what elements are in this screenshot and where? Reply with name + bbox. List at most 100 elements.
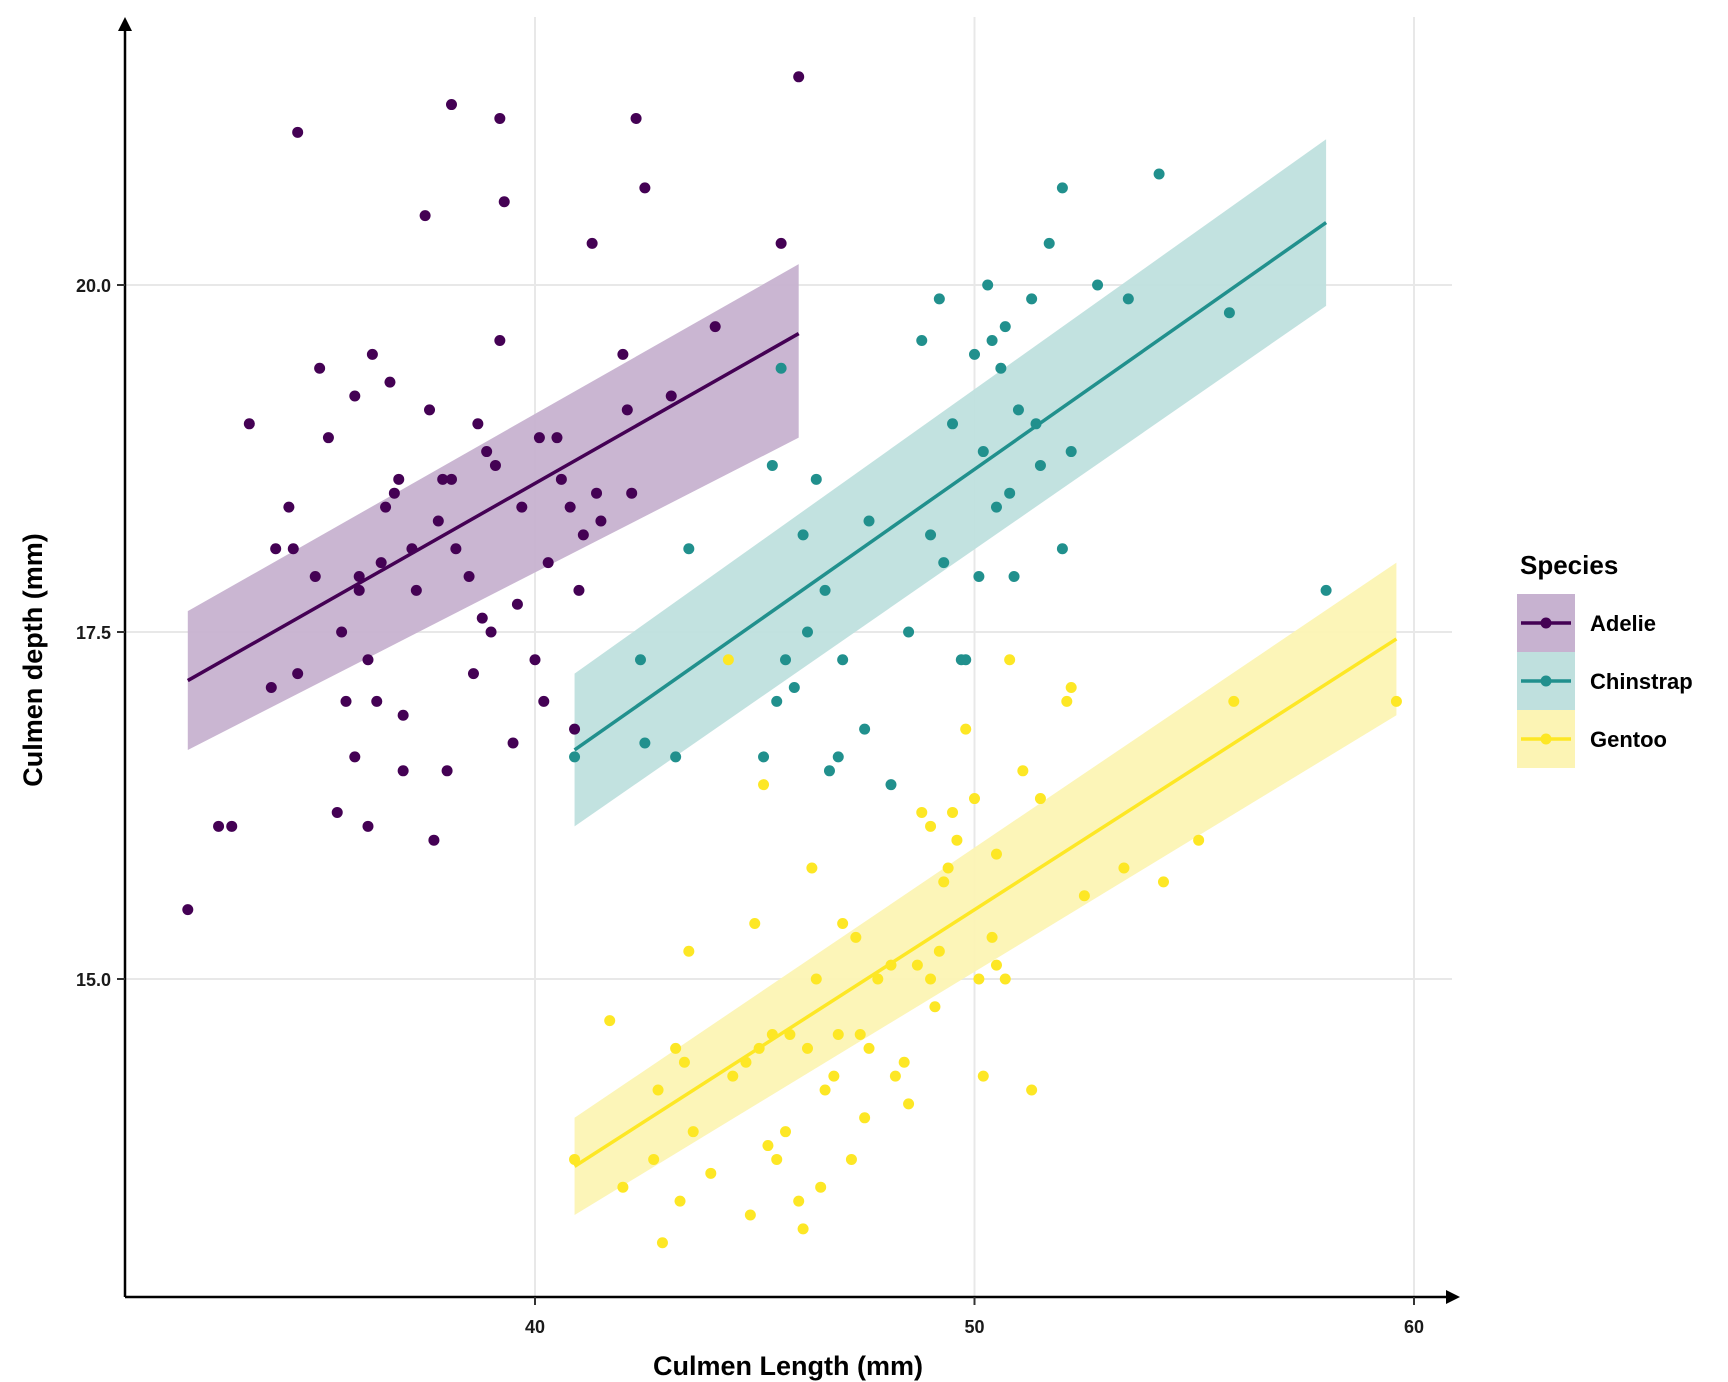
gentoo-point xyxy=(656,1237,668,1249)
chinstrap-point xyxy=(634,654,646,666)
adelie-point xyxy=(542,557,554,569)
chinstrap-point xyxy=(819,584,831,596)
gentoo-point xyxy=(810,973,822,985)
adelie-point xyxy=(243,418,255,430)
chinstrap-point xyxy=(859,723,871,735)
y-tick-label: 20.0 xyxy=(76,276,111,296)
chinstrap-point xyxy=(1223,307,1235,319)
adelie-point xyxy=(595,515,607,527)
data-points xyxy=(182,71,1402,1249)
adelie-point xyxy=(441,765,453,777)
chinstrap-point xyxy=(969,348,980,360)
x-tick-label: 50 xyxy=(964,1317,984,1337)
gentoo-point xyxy=(1061,695,1073,707)
adelie-point xyxy=(432,515,444,527)
chinstrap-point xyxy=(916,335,928,347)
adelie-point xyxy=(265,682,277,694)
gentoo-point xyxy=(771,1153,783,1165)
adelie-point xyxy=(511,598,523,610)
chinstrap-point xyxy=(925,529,937,541)
x-axis-arrow-icon xyxy=(1446,1290,1460,1304)
chinstrap-point xyxy=(832,751,844,763)
adelie-point xyxy=(586,237,598,249)
chinstrap-point xyxy=(885,779,897,791)
gentoo-point xyxy=(942,862,954,874)
chinstrap-point xyxy=(1056,543,1068,555)
chinstrap-point xyxy=(1056,182,1068,194)
gentoo-point xyxy=(929,1001,941,1013)
gentoo-point xyxy=(1004,654,1016,666)
adelie-point xyxy=(665,390,677,402)
chinstrap-point xyxy=(995,362,1007,374)
adelie-point xyxy=(467,668,479,680)
chinstrap-regression-line xyxy=(573,221,1328,752)
adelie-point xyxy=(331,806,343,818)
chinstrap-point xyxy=(801,626,813,638)
chinstrap-point xyxy=(999,321,1011,333)
chinstrap-legend-label: Chinstrap xyxy=(1590,669,1693,694)
chinstrap-point xyxy=(780,654,792,666)
y-axis-title: Culmen depth (mm) xyxy=(18,533,48,787)
gentoo-point xyxy=(705,1167,717,1179)
chinstrap-point xyxy=(903,626,915,638)
adelie-point xyxy=(630,112,642,124)
gentoo-point xyxy=(832,1029,844,1041)
adelie-point xyxy=(336,626,348,638)
regression-lines xyxy=(186,221,1398,1168)
gentoo-point xyxy=(801,1042,813,1054)
gentoo-point xyxy=(898,1056,910,1068)
gentoo-point xyxy=(617,1181,629,1193)
adelie-point xyxy=(626,487,638,499)
chinstrap-point xyxy=(1012,404,1024,416)
chinstrap-point xyxy=(1122,293,1134,305)
adelie-point xyxy=(388,487,400,499)
chinstrap-point xyxy=(569,751,581,763)
chinstrap-point xyxy=(1004,487,1016,499)
chinstrap-point xyxy=(683,543,695,555)
y-axis-arrow-icon xyxy=(118,17,132,31)
gentoo-point xyxy=(793,1195,805,1207)
gentoo-point xyxy=(960,723,972,735)
gentoo-point xyxy=(758,779,770,791)
adelie-point xyxy=(410,584,422,596)
gentoo-point xyxy=(854,1029,866,1041)
axes xyxy=(118,17,1460,1304)
adelie-point xyxy=(397,765,409,777)
chinstrap-point xyxy=(982,279,994,291)
gentoo-point xyxy=(744,1209,756,1221)
chinstrap-point xyxy=(1043,237,1055,249)
adelie-point xyxy=(309,570,321,582)
adelie-point xyxy=(463,570,475,582)
adelie-point xyxy=(366,348,378,360)
gentoo-point xyxy=(828,1070,840,1082)
adelie-point xyxy=(283,501,295,513)
adelie-point xyxy=(397,709,409,721)
chinstrap-confidence-band xyxy=(574,139,1327,827)
legend: Species Adelie Chinstrap Gentoo xyxy=(1517,550,1693,768)
gentoo-point xyxy=(986,931,998,943)
adelie-point xyxy=(709,321,721,333)
adelie-point xyxy=(472,418,484,430)
chinstrap-point xyxy=(1026,293,1038,305)
adelie-point xyxy=(384,376,396,388)
adelie-point xyxy=(424,404,436,416)
adelie-point xyxy=(226,820,238,832)
adelie-point xyxy=(371,695,383,707)
chinstrap-point xyxy=(938,557,950,569)
axis-ticks: 40 50 60 15.0 17.5 20.0 xyxy=(76,276,1424,1337)
adelie-point xyxy=(349,751,361,763)
gentoo-point xyxy=(999,973,1011,985)
chinstrap-point xyxy=(758,751,770,763)
adelie-regression-line xyxy=(186,332,800,683)
chinstrap-point xyxy=(775,362,787,374)
gentoo-point xyxy=(687,1126,699,1138)
chinstrap-point xyxy=(1034,459,1046,471)
chinstrap-point xyxy=(788,682,800,694)
chinstrap-point xyxy=(766,459,778,471)
gentoo-point xyxy=(889,1070,901,1082)
adelie-point xyxy=(349,390,361,402)
adelie-point xyxy=(569,723,581,735)
gentoo-point xyxy=(648,1153,660,1165)
gentoo-point xyxy=(977,1070,989,1082)
adelie-point xyxy=(428,834,440,846)
